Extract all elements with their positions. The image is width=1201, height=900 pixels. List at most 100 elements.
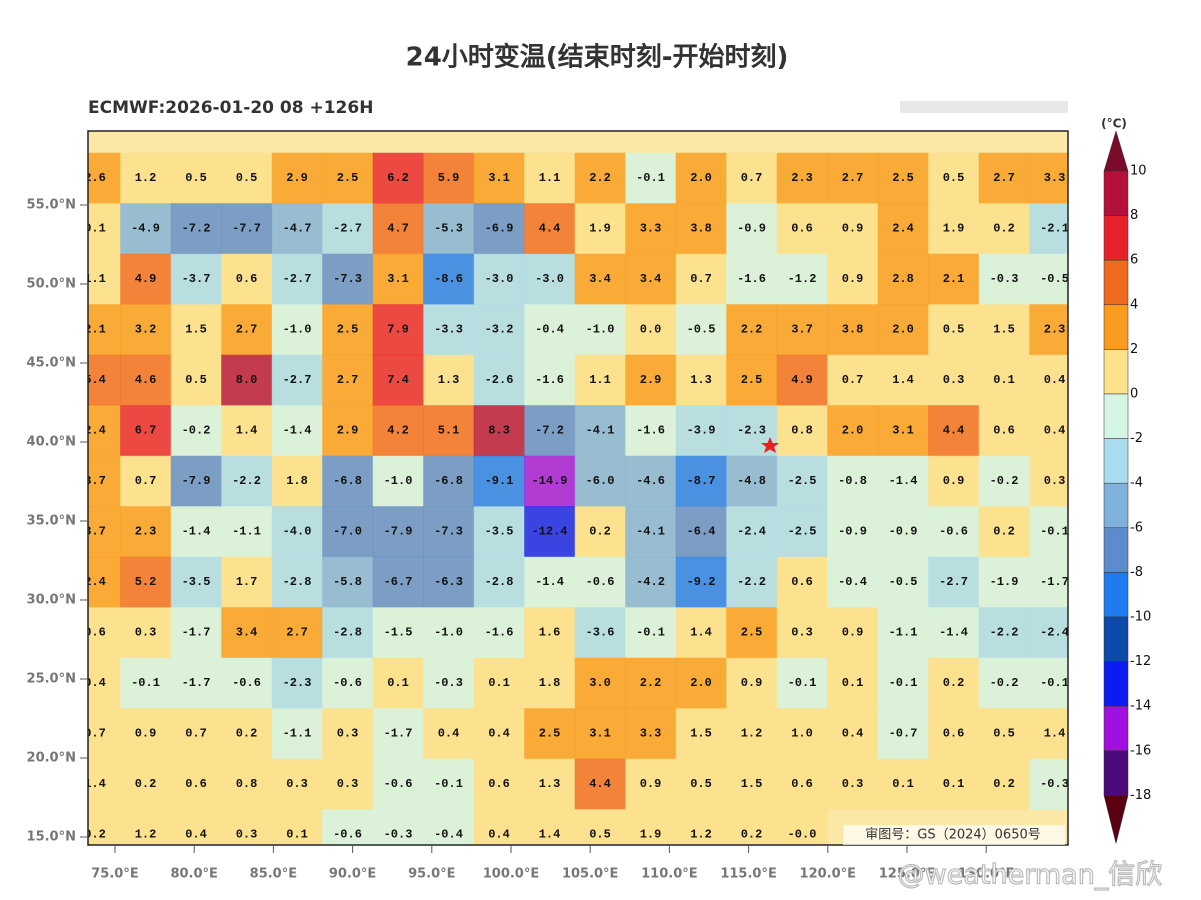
grid-value: -2.7 [283, 272, 312, 286]
temp-cell [473, 809, 525, 845]
temp-cell [170, 455, 222, 507]
title: 24小时变温(结束时刻-开始时刻) [406, 42, 789, 73]
watermark: @weatherman_信欣 [898, 860, 1163, 891]
colorbar-band [1103, 215, 1129, 261]
temp-cell [322, 758, 374, 810]
temp-cell [120, 253, 172, 305]
colorbar-band [1103, 616, 1129, 662]
temp-cell [726, 607, 778, 659]
grid-value: -2.2 [990, 626, 1019, 640]
grid-value: 0.1 [286, 828, 308, 842]
temp-cell [88, 405, 121, 457]
lat-label: 30.0°N [27, 593, 76, 608]
temp-cell [473, 203, 525, 255]
temp-cell [574, 304, 626, 356]
temp-cell [1029, 607, 1068, 659]
grid-value: 1.4 [1044, 727, 1066, 741]
colorbar-label: -6 [1130, 520, 1143, 535]
grid-value: -2.7 [939, 575, 968, 589]
temp-cell [170, 405, 222, 457]
grid-value: 2.2 [589, 171, 611, 185]
grid-value: -0.6 [384, 777, 413, 791]
grid-value: -12.4 [531, 525, 567, 539]
temp-cell [120, 657, 172, 709]
grid-value: 4.7 [387, 222, 409, 236]
grid-value: -0.0 [788, 828, 817, 842]
grid-value: -4.9 [131, 222, 160, 236]
temp-cell [271, 304, 323, 356]
temp-cell [928, 203, 980, 255]
temp-cell [170, 152, 222, 204]
lon-label: 100.0°E [483, 867, 540, 882]
temp-cell [423, 809, 475, 845]
grid-value: -1.4 [939, 626, 968, 640]
grid-value: -2.2 [737, 575, 766, 589]
temp-cell [574, 809, 626, 845]
grid-value: 0.6 [791, 575, 813, 589]
grid-value: -2.5 [788, 474, 817, 488]
grid-value: 3.7 [84, 525, 106, 539]
grid-value: 3.1 [488, 171, 510, 185]
temp-cell [574, 556, 626, 608]
temp-cell [625, 253, 677, 305]
grid-value: 3.3 [640, 222, 662, 236]
grid-value: 0.6 [943, 727, 965, 741]
grid-value: -1.1 [283, 727, 312, 741]
temp-cell [221, 556, 273, 608]
grid-value: 3.4 [589, 272, 611, 286]
map-frame [87, 130, 1069, 846]
temp-cell [120, 152, 172, 204]
grid-value: 0.5 [690, 777, 712, 791]
grid-value: 0.4 [438, 727, 460, 741]
temp-cell [827, 354, 879, 406]
lon-label: 130.0°E [958, 867, 1015, 882]
temp-cell [675, 455, 727, 507]
grid-value: 0.1 [993, 373, 1015, 387]
temp-cell [271, 556, 323, 608]
grid-value: -2.1 [1040, 222, 1069, 236]
grid-value: 1.2 [741, 727, 763, 741]
grid-value: -8.6 [434, 272, 463, 286]
temp-cell [322, 304, 374, 356]
grid-value: -0.1 [788, 676, 817, 690]
temp-cell [524, 809, 576, 845]
grid-value: -0.6 [939, 525, 968, 539]
temp-cell [928, 253, 980, 305]
temp-cell [170, 809, 222, 845]
grid-value: -4.2 [636, 575, 665, 589]
grid-value: -2.2 [232, 474, 261, 488]
temp-cell [1029, 708, 1068, 760]
temp-cell [877, 506, 929, 558]
temp-cell [625, 152, 677, 204]
temp-cell [675, 354, 727, 406]
grid-value: -8.7 [687, 474, 716, 488]
grid-value: 0.1 [842, 676, 864, 690]
approval-bg [843, 825, 1065, 845]
temp-cell [120, 708, 172, 760]
grid-value: 2.7 [337, 373, 359, 387]
lat-label: 40.0°N [27, 435, 76, 450]
temp-cell [88, 304, 121, 356]
grid-value: 0.7 [842, 373, 864, 387]
grid-value: 0.9 [842, 272, 864, 286]
temp-cell [574, 405, 626, 457]
temp-cell [827, 152, 879, 204]
temp-cell [120, 304, 172, 356]
temp-cell [877, 607, 929, 659]
grid-value: 7.9 [387, 323, 409, 337]
grid-value: 2.8 [892, 272, 914, 286]
grid-value: -0.6 [586, 575, 615, 589]
grid-value: -5.8 [333, 575, 362, 589]
grid-value: 0.9 [741, 676, 763, 690]
temp-cell [776, 657, 828, 709]
grid-value: -3.2 [485, 323, 514, 337]
grid-value: 2.7 [993, 171, 1015, 185]
colorbar-band [1103, 259, 1129, 306]
grid-value: 0.5 [943, 171, 965, 185]
temp-cell [120, 506, 172, 558]
lon-label: 85.0°E [250, 867, 297, 882]
grid-value: 2.7 [842, 171, 864, 185]
temp-cell [675, 758, 727, 810]
grid-value: -0.6 [232, 676, 261, 690]
temp-cell [574, 203, 626, 255]
